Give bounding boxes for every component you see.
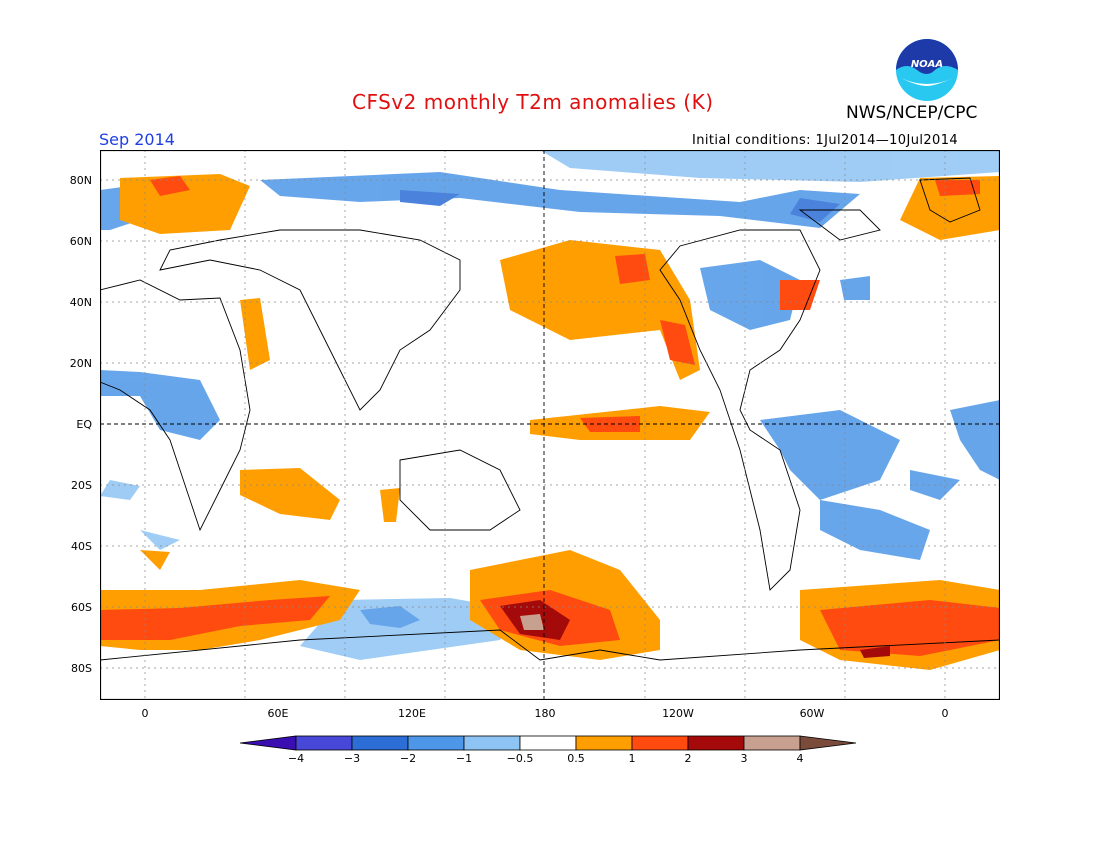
legend-color-cell bbox=[799, 735, 857, 751]
lon-label: 60E bbox=[267, 707, 289, 720]
noaa-logo: NOAA bbox=[896, 39, 958, 101]
reference-lines bbox=[100, 150, 1000, 700]
legend-color-cell bbox=[743, 735, 801, 751]
legend-color-cell bbox=[687, 735, 745, 751]
positive-anomaly-areas bbox=[100, 174, 1000, 670]
legend-tick-label: 2 bbox=[684, 752, 692, 765]
lon-label: 0 bbox=[941, 707, 949, 720]
legend-tick-label: −0.5 bbox=[506, 752, 534, 765]
lon-label: 180 bbox=[534, 707, 556, 720]
lon-label: 60W bbox=[799, 707, 825, 720]
lat-label: 20S bbox=[71, 479, 92, 492]
legend-tick-label: −3 bbox=[343, 752, 361, 765]
lat-label: 60N bbox=[69, 235, 92, 248]
legend-color-cell bbox=[519, 735, 577, 751]
organization-label: NWS/NCEP/CPC bbox=[846, 103, 978, 123]
legend-tick-label: −4 bbox=[287, 752, 305, 765]
legend-tick-label: 0.5 bbox=[567, 752, 585, 765]
legend-color-cell bbox=[575, 735, 633, 751]
legend-color-cell bbox=[240, 735, 297, 751]
color-legend-bar bbox=[240, 735, 857, 751]
legend-tick-label: 4 bbox=[796, 752, 804, 765]
lat-label: 40S bbox=[71, 540, 92, 553]
grid-lines bbox=[100, 150, 1000, 700]
lat-label: 20N bbox=[69, 357, 92, 370]
legend-color-cell bbox=[295, 735, 353, 751]
legend-tick-label: −2 bbox=[399, 752, 417, 765]
coastlines bbox=[100, 177, 1000, 661]
lat-label: 60S bbox=[71, 601, 92, 614]
legend-tick-label: −1 bbox=[455, 752, 473, 765]
valid-month-label: Sep 2014 bbox=[99, 130, 175, 149]
lat-label: 80N bbox=[69, 174, 92, 187]
initial-conditions-label: Initial conditions: 1Jul2014—10Jul2014 bbox=[692, 133, 959, 148]
anomaly-map bbox=[100, 150, 1000, 700]
page-title: CFSv2 monthly T2m anomalies (K) bbox=[352, 90, 714, 114]
legend-color-cell bbox=[351, 735, 409, 751]
lon-label: 0 bbox=[141, 707, 149, 720]
lat-label: 40N bbox=[69, 296, 92, 309]
logo-text: NOAA bbox=[911, 59, 943, 70]
lat-label: EQ bbox=[76, 418, 92, 431]
lon-label: 120E bbox=[398, 707, 426, 720]
map-frame bbox=[100, 150, 1000, 700]
lon-label: 120W bbox=[662, 707, 694, 720]
legend-color-cell bbox=[463, 735, 521, 751]
legend-tick-label: 3 bbox=[740, 752, 748, 765]
lat-label: 80S bbox=[71, 662, 92, 675]
legend-color-cell bbox=[407, 735, 465, 751]
legend-color-cell bbox=[631, 735, 689, 751]
legend-tick-label: 1 bbox=[628, 752, 636, 765]
